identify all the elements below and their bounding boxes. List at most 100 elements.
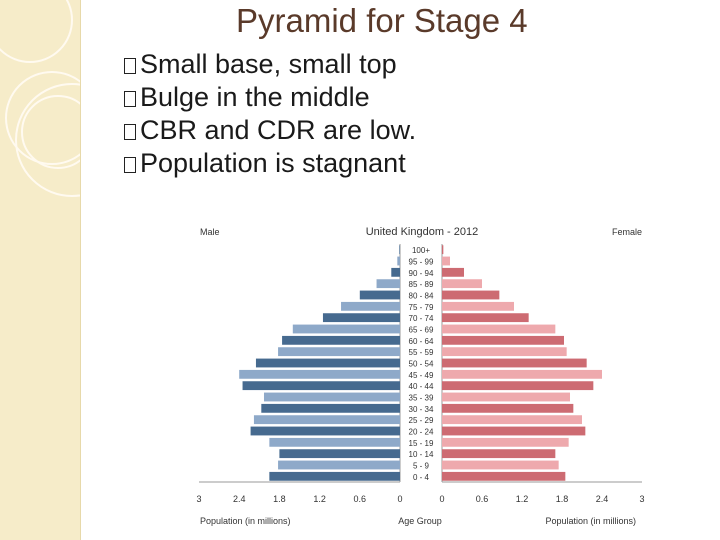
female-bar [442,324,556,334]
age-group-label: 0 - 4 [413,473,430,482]
female-bar [442,279,482,289]
age-group-label: 35 - 39 [409,393,434,402]
male-bar [278,347,400,357]
x-axis-label-right: Population (in millions) [545,516,636,526]
female-bar [442,426,586,436]
age-group-label: 80 - 84 [409,291,434,300]
bullet-text: Small base, small top [140,49,397,79]
male-bar [359,290,400,300]
bullet-marker-icon [124,123,136,140]
female-bar [442,471,566,481]
chart-title: United Kingdom - 2012 [366,226,479,238]
male-bar [282,335,400,345]
age-group-label: 20 - 24 [409,427,434,436]
female-bar [442,415,582,425]
chart-bars [239,245,602,481]
bullet-item: Population is stagnant [124,147,416,180]
x-tick-label: 1.2 [313,494,326,504]
female-bar [442,301,514,311]
female-bar [442,369,602,379]
age-group-label: 15 - 19 [409,439,434,448]
age-group-label: 70 - 74 [409,314,434,323]
age-group-label: 10 - 14 [409,450,434,459]
age-group-label: 85 - 89 [409,280,434,289]
x-tick-label: 1.8 [556,494,569,504]
female-bar [442,335,564,345]
bullet-item: Bulge in the middle [124,81,416,114]
bullet-item: Small base, small top [124,48,416,81]
age-group-label: 45 - 49 [409,371,434,380]
x-axis-label-center: Age Group [398,516,442,526]
female-bar [442,358,587,368]
x-tick-label: 3 [639,494,644,504]
male-bar [391,267,400,277]
female-bar [442,245,444,255]
x-tick-label: 2.4 [596,494,609,504]
x-axis-label-left: Population (in millions) [200,516,291,526]
age-group-label: 55 - 59 [409,348,434,357]
x-tick-label: 1.8 [273,494,286,504]
male-bar [261,403,400,413]
bullet-text: Bulge in the middle [140,82,370,112]
age-group-label: 40 - 44 [409,382,434,391]
female-bar [442,313,529,323]
male-bar [322,313,400,323]
male-bar [255,358,400,368]
male-bar [239,369,400,379]
age-group-label: 100+ [412,246,430,255]
x-tick-label: 3 [196,494,201,504]
female-bar [442,290,500,300]
x-tick-label: 0.6 [354,494,367,504]
female-side-label: Female [612,227,642,237]
female-bar [442,392,570,402]
male-bar [399,245,400,255]
age-group-label: 5 - 9 [413,461,430,470]
bullet-marker-icon [124,156,136,173]
decorative-side-panel [0,0,81,540]
x-tick-label: 1.2 [516,494,529,504]
bullet-text: CBR and CDR are low. [140,115,417,145]
male-bar [253,415,400,425]
female-bar [442,437,569,447]
age-group-label: 90 - 94 [409,269,434,278]
male-bar [278,460,400,470]
male-bar [269,471,400,481]
x-tick-label: 0 [439,494,444,504]
bullet-list: Small base, small top Bulge in the middl… [124,48,416,180]
male-bar [242,381,400,391]
female-bar [442,403,574,413]
age-group-labels: 100+ 95 - 99 90 - 94 85 - 89 80 - 84 75 - 79 7… [409,246,434,482]
age-group-label: 75 - 79 [409,303,434,312]
population-pyramid-chart: Male United Kingdom - 2012 Female Popula… [196,220,648,532]
female-bar [442,347,567,357]
female-bar [442,267,464,277]
bullet-marker-icon [124,57,136,74]
male-side-label: Male [200,227,220,237]
male-bar [250,426,400,436]
male-bar [376,279,400,289]
x-tick-label: 2.4 [233,494,246,504]
male-bar [341,301,400,311]
bullet-text: Population is stagnant [140,148,406,178]
male-bar [292,324,400,334]
age-group-label: 60 - 64 [409,337,434,346]
male-bar [269,437,400,447]
female-bar [442,449,556,459]
bullet-marker-icon [124,90,136,107]
age-group-label: 65 - 69 [409,325,434,334]
x-tick-labels: 3 2.4 1.8 1.2 0.6 0 0 0.6 1.2 1.8 2.4 3 [196,494,644,504]
slide-title: Pyramid for Stage 4 [236,2,528,39]
male-bar [263,392,400,402]
pyramid-svg: Male United Kingdom - 2012 Female Popula… [196,226,644,526]
age-group-label: 50 - 54 [409,359,434,368]
male-bar [279,449,400,459]
female-bar [442,256,450,266]
male-bar [397,256,400,266]
age-group-label: 25 - 29 [409,416,434,425]
bullet-item: CBR and CDR are low. [124,114,416,147]
age-group-label: 95 - 99 [409,257,434,266]
decorative-circles [0,0,80,197]
age-group-label: 30 - 34 [409,405,434,414]
x-tick-label: 0 [397,494,402,504]
female-bar [442,381,594,391]
